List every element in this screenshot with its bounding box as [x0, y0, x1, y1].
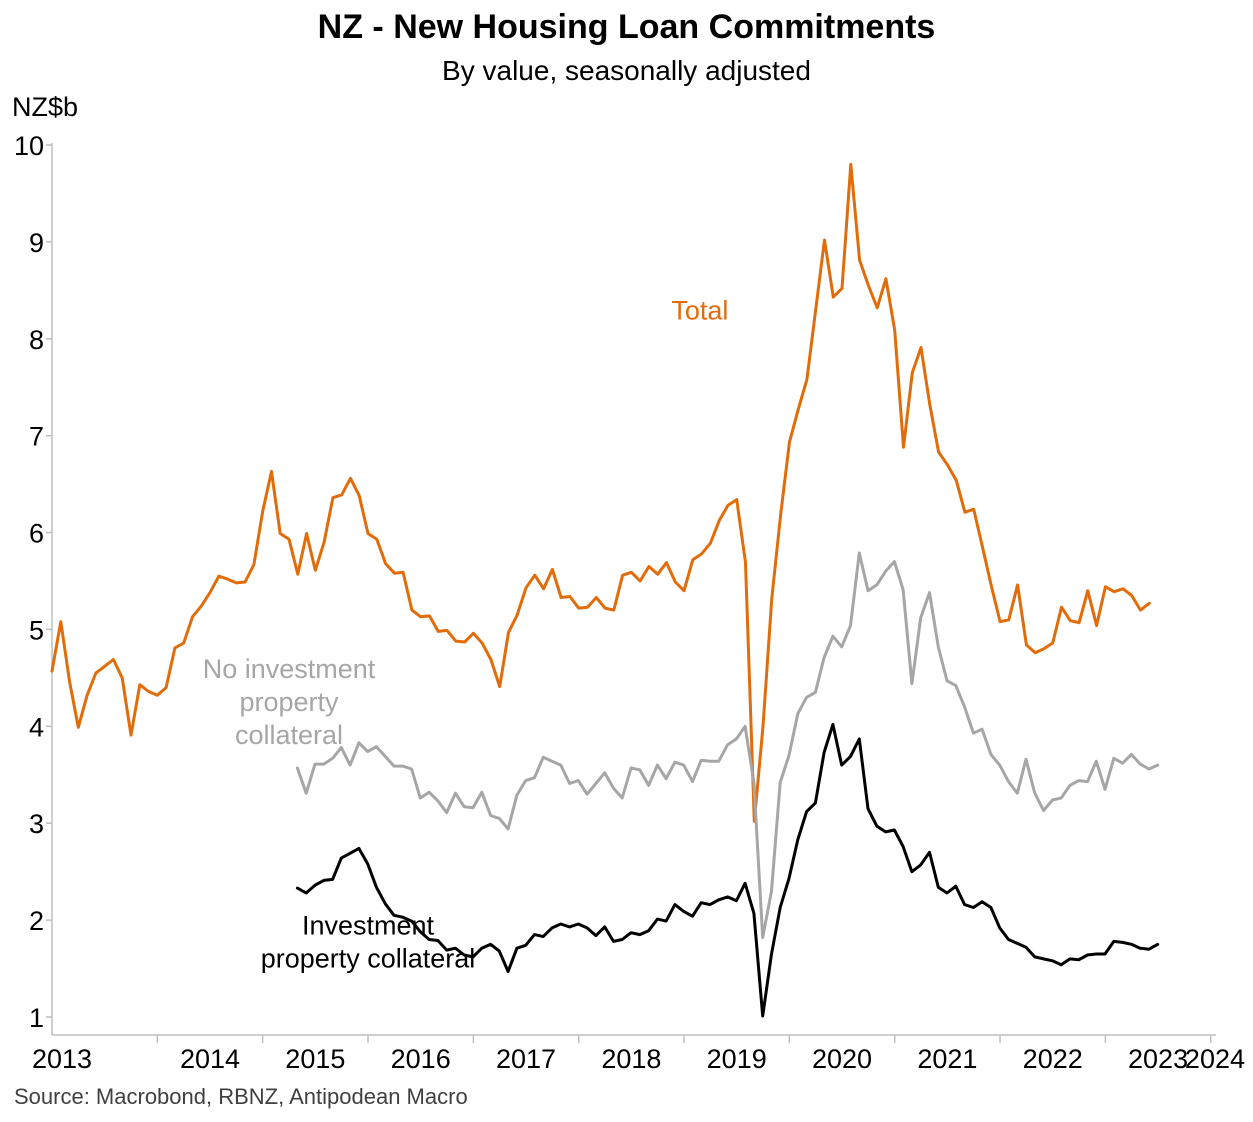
chart-title: NZ - New Housing Loan Commitments [317, 8, 936, 46]
y-tick-label: 8 [29, 325, 44, 355]
investment-collateral-line [295, 722, 1160, 1018]
x-tick-label: 2015 [285, 1044, 345, 1074]
x-tick-label: 2016 [391, 1044, 451, 1074]
total-line [50, 162, 1151, 823]
y-axis-label: NZ$b [12, 92, 78, 122]
series-label-line: property collateral [261, 944, 476, 974]
y-tick-label: 2 [29, 906, 44, 936]
y-tick-label: 4 [29, 712, 44, 742]
no-investment-collateral-line [295, 551, 1160, 940]
total-label: Total [671, 295, 728, 325]
x-tick-label: 2017 [496, 1044, 556, 1074]
x-tick-label: 2018 [601, 1044, 661, 1074]
source-note: Source: Macrobond, RBNZ, Antipodean Macr… [14, 1084, 468, 1109]
series-group [50, 162, 1160, 1018]
series-label-line: Total [671, 295, 728, 325]
x-tick-label: 2021 [917, 1044, 977, 1074]
series-label-line: Investment [302, 911, 435, 941]
y-tick-label: 7 [29, 422, 44, 452]
series-label-line: collateral [235, 720, 343, 750]
axes: 1 2 3 4 5 6 7 8 9 10 2013 2014 2015 2016 2017 2018 2019 2… [14, 131, 1245, 1074]
y-tick-label: 5 [29, 615, 44, 645]
no-investment-collateral-label: No investment property collateral [203, 654, 376, 750]
x-tick-label: 2023 [1128, 1044, 1188, 1074]
y-tick-label: 6 [29, 519, 44, 549]
y-tick-label: 9 [29, 228, 44, 258]
y-tick-label: 3 [29, 809, 44, 839]
x-tick-label: 2022 [1023, 1044, 1083, 1074]
x-tick-label: 2020 [812, 1044, 872, 1074]
series-labels: Total No investment property collateral Inve… [203, 295, 729, 973]
x-tick-label: 2024 [1185, 1044, 1245, 1074]
series-label-line: property [239, 687, 339, 717]
investment-collateral-label: Investment property collateral [261, 911, 476, 974]
x-tick-label: 2013 [32, 1044, 92, 1074]
x-tick-label: 2014 [180, 1044, 240, 1074]
y-tick-label: 10 [14, 131, 44, 161]
chart-subtitle: By value, seasonally adjusted [442, 55, 811, 86]
x-tick-label: 2019 [707, 1044, 767, 1074]
series-label-line: No investment [203, 654, 376, 684]
y-tick-label: 1 [29, 1003, 44, 1033]
